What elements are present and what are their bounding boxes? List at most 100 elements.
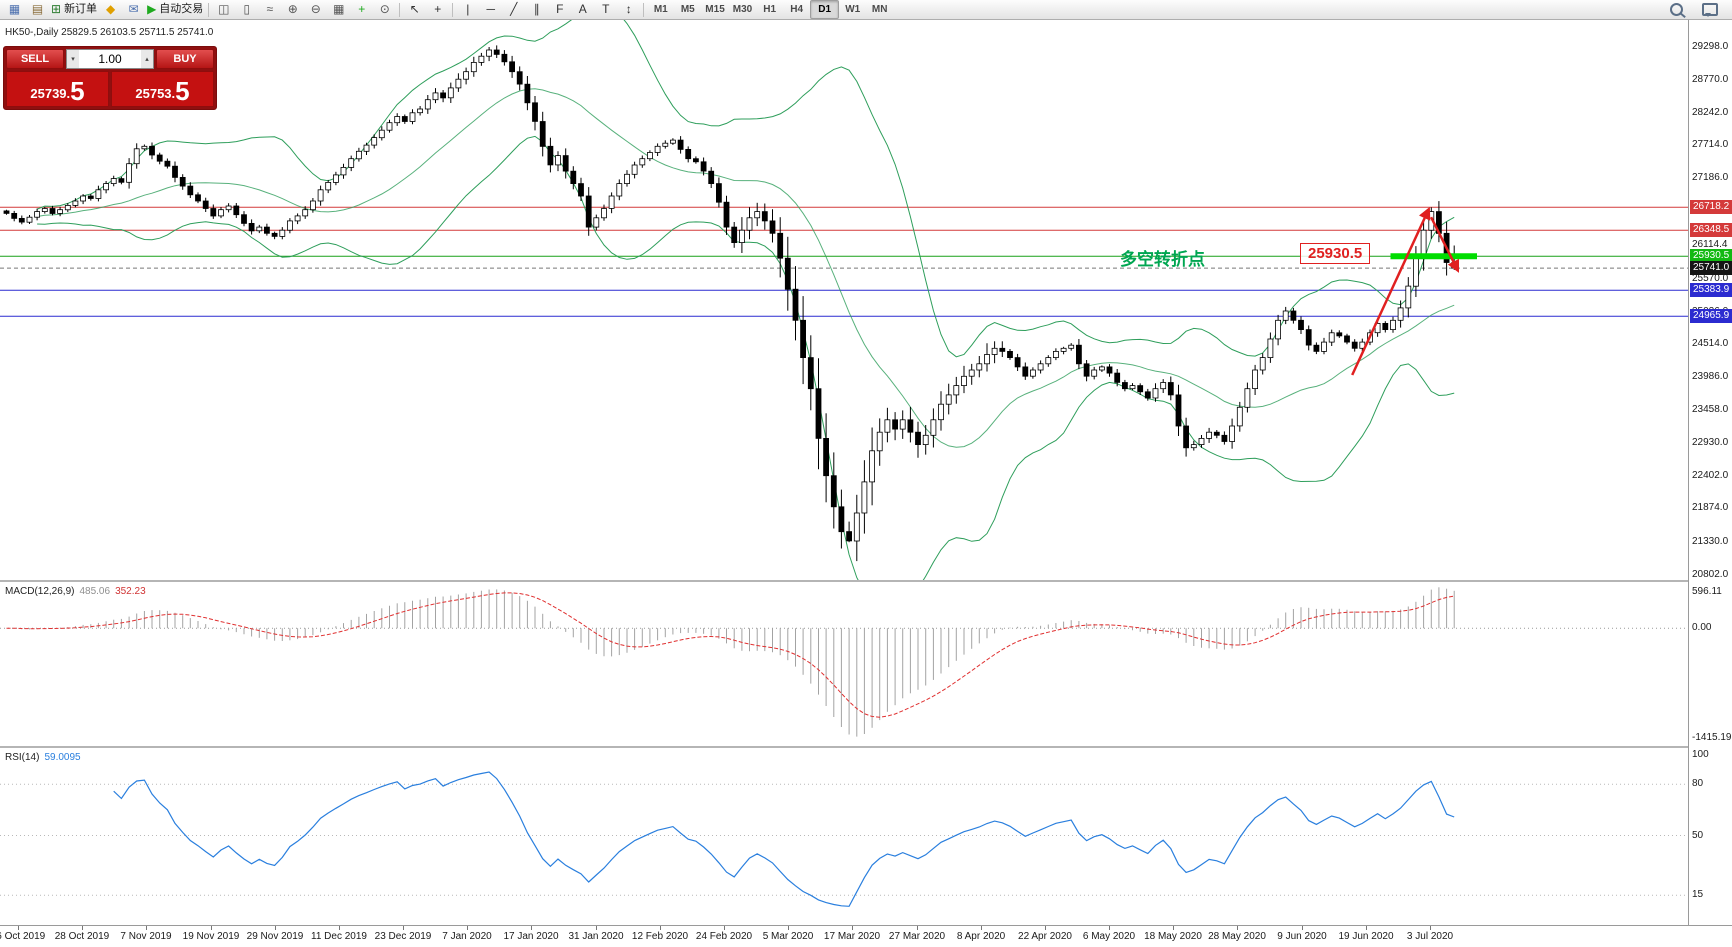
- timeframe-mn-button[interactable]: MN: [871, 4, 888, 15]
- volume-value[interactable]: 1.00: [98, 52, 122, 66]
- price-axis-label: 24514.0: [1692, 338, 1729, 349]
- tile-windows-button[interactable]: ▦: [327, 1, 350, 18]
- timeframe-w1-button[interactable]: W1: [845, 4, 861, 15]
- price-axis[interactable]: 29298.028770.028242.027714.027186.026658…: [1688, 20, 1732, 925]
- price-tag-25741.0[interactable]: 25741.0: [1690, 261, 1732, 275]
- timeframe-d1-button[interactable]: D1: [810, 0, 840, 19]
- date-axis[interactable]: 16 Oct 2019 28 Oct 2019 7 Nov 2019 19 Nov 2…: [0, 925, 1732, 947]
- candle-body: [348, 158, 355, 168]
- fibonacci-button[interactable]: F: [548, 1, 571, 18]
- pane-separator[interactable]: [0, 746, 1732, 748]
- channel-button[interactable]: ∥: [525, 1, 548, 18]
- price-chart-svg[interactable]: [0, 20, 1688, 580]
- candle-body: [670, 139, 676, 144]
- crosshair-button[interactable]: +: [426, 1, 449, 18]
- candle-body: [1007, 350, 1013, 358]
- volume-decrease-button[interactable]: ▾: [67, 50, 79, 68]
- timeframe-m5-button[interactable]: M5: [680, 4, 695, 15]
- rsi-scale-label: 80: [1692, 778, 1704, 789]
- sell-price[interactable]: 25739. 5: [6, 71, 109, 107]
- candle-body: [1321, 341, 1327, 352]
- horizontal-line-button[interactable]: ─: [479, 1, 502, 18]
- volume-increase-button[interactable]: ▴: [141, 50, 153, 68]
- cursor-button[interactable]: ↖: [403, 1, 426, 18]
- candle-body: [271, 232, 278, 237]
- trend-arrow-1[interactable]: [1351, 206, 1431, 376]
- tile-windows-icon: ▦: [333, 2, 345, 16]
- rsi-scale-label: 100: [1692, 749, 1709, 760]
- volume-field[interactable]: ▾ 1.00 ▴: [66, 49, 154, 69]
- zoom-in-button[interactable]: ⊕: [281, 1, 304, 18]
- candle-body: [340, 166, 347, 176]
- autotrading-button[interactable]: ▶ 自动交易: [145, 1, 205, 18]
- arrows-button[interactable]: ↕: [617, 1, 640, 18]
- candle-body: [279, 229, 286, 237]
- buy-button[interactable]: BUY: [156, 49, 214, 69]
- candle-body: [355, 150, 362, 160]
- annotation-price-box[interactable]: 25930.5: [1300, 243, 1371, 264]
- price-axis-label: 21330.0: [1692, 536, 1729, 547]
- macd-scale-label: 0.00: [1692, 622, 1712, 633]
- price-tag-25383.9[interactable]: 25383.9: [1690, 283, 1732, 297]
- price-tag-26348.5[interactable]: 26348.5: [1690, 223, 1732, 237]
- rsi-pane-svg[interactable]: [0, 748, 1688, 925]
- date-label: 11 Dec 2019: [311, 931, 367, 942]
- new-order-button[interactable]: ⊞ 新订单: [49, 1, 99, 18]
- buy-price[interactable]: 25753. 5: [111, 71, 214, 107]
- date-tick: [724, 926, 725, 930]
- candle-body: [769, 220, 776, 234]
- date-label: 23 Dec 2019: [374, 931, 432, 942]
- date-tick: [146, 926, 147, 930]
- timeframe-m15-button[interactable]: M15: [705, 4, 725, 15]
- candle-body: [286, 220, 293, 231]
- chart-window[interactable]: HK50-,Daily 25829.5 26103.5 25711.5 2574…: [0, 20, 1732, 947]
- candlestick-chart-button[interactable]: ▯: [235, 1, 258, 18]
- price-tag-26718.2[interactable]: 26718.2: [1690, 200, 1732, 214]
- macd-pane-svg[interactable]: [0, 582, 1688, 746]
- candle-body: [455, 78, 462, 89]
- chat-button[interactable]: [1698, 1, 1721, 18]
- price-axis-label: 21874.0: [1692, 502, 1729, 513]
- bar-chart-button[interactable]: ◫: [212, 1, 235, 18]
- trendline-button[interactable]: ╱: [502, 1, 525, 18]
- annotation-turning-point-text[interactable]: 多空转折点: [1120, 250, 1205, 269]
- text-label-button[interactable]: T: [594, 1, 617, 18]
- zoom-out-button[interactable]: ⊖: [304, 1, 327, 18]
- periods-button[interactable]: ⊙: [373, 1, 396, 18]
- vertical-line-button[interactable]: |: [456, 1, 479, 18]
- date-label: 28 May 2020: [1208, 931, 1266, 942]
- timeframe-h4-button[interactable]: H4: [790, 4, 804, 15]
- candle-body: [378, 129, 385, 139]
- macd-signal-value: 352.23: [115, 586, 146, 597]
- candle-body: [807, 357, 814, 390]
- timeframe-m30-button[interactable]: M30: [732, 4, 753, 15]
- line-chart-button[interactable]: ≈: [258, 1, 281, 18]
- candle-body: [739, 229, 745, 243]
- date-label: 7 Jan 2020: [442, 931, 492, 942]
- candle-body: [486, 49, 493, 57]
- candle-body: [1298, 319, 1304, 330]
- community-button[interactable]: ✉: [122, 1, 145, 18]
- macd-signal-line: [6, 592, 1455, 718]
- timeframe-m1-button[interactable]: M1: [653, 4, 668, 15]
- candle-body: [202, 200, 209, 209]
- timeframe-h1-button[interactable]: H1: [763, 4, 777, 15]
- profiles-button[interactable]: ▤: [26, 1, 49, 18]
- indicators-button[interactable]: +: [350, 1, 373, 18]
- candle-body: [401, 116, 408, 122]
- price-tag-24965.9[interactable]: 24965.9: [1690, 309, 1732, 323]
- date-tick: [596, 926, 597, 930]
- search-button[interactable]: [1665, 1, 1688, 18]
- price-tag-25930.5[interactable]: 25930.5: [1690, 249, 1732, 263]
- candle-body: [830, 475, 837, 508]
- candle-body: [1160, 382, 1167, 390]
- candle-body: [41, 208, 48, 212]
- new-chart-button[interactable]: ▦: [3, 1, 26, 18]
- price-axis-label: 22402.0: [1692, 470, 1729, 481]
- trend-arrow-2[interactable]: [1429, 216, 1460, 273]
- candle-body: [26, 216, 33, 223]
- metaeditor-button[interactable]: ◆: [99, 1, 122, 18]
- text-button[interactable]: A: [571, 1, 594, 18]
- sell-button[interactable]: SELL: [6, 49, 64, 69]
- pane-separator[interactable]: [0, 580, 1732, 582]
